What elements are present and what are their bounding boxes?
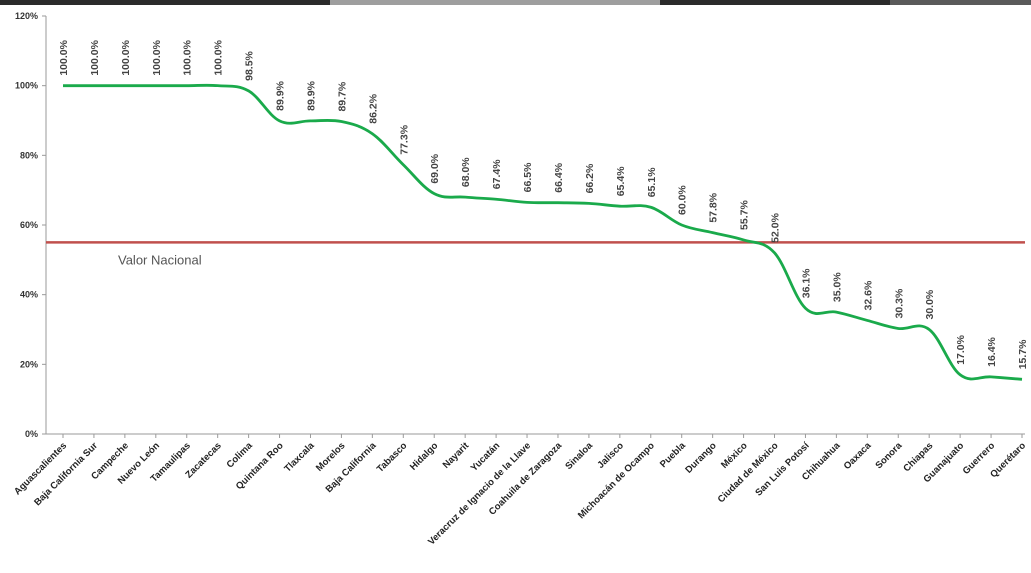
x-tick-label: Tabasco xyxy=(375,440,410,475)
data-label: 89.9% xyxy=(305,80,317,110)
data-label: 68.0% xyxy=(460,157,472,187)
data-label: 100.0% xyxy=(213,39,225,75)
reference-line-group: Valor Nacional xyxy=(46,241,1025,267)
data-label: 69.0% xyxy=(429,153,441,183)
data-point xyxy=(155,84,157,86)
top-border-seg-4 xyxy=(890,0,1031,5)
data-label: 100.0% xyxy=(182,39,194,75)
data-point xyxy=(928,328,930,330)
data-point xyxy=(371,133,373,135)
data-point xyxy=(1021,378,1023,380)
x-tick-label: San Luis Potosí xyxy=(753,440,811,498)
x-tick-label: Tlaxcala xyxy=(282,440,317,475)
data-point xyxy=(340,120,342,122)
y-axis: 0% 20% 40% 60% 80% 100% 120% xyxy=(15,11,47,439)
data-label: 55.7% xyxy=(739,200,751,230)
data-point xyxy=(650,206,652,208)
data-label: 100.0% xyxy=(58,39,70,75)
data-point xyxy=(804,307,806,309)
data-label: 100.0% xyxy=(151,39,163,75)
y-tick-label: 60% xyxy=(20,220,38,230)
data-label: 57.8% xyxy=(708,192,720,222)
data-label: 98.5% xyxy=(244,50,256,80)
data-point xyxy=(681,224,683,226)
data-point xyxy=(402,164,404,166)
data-label: 52.0% xyxy=(770,212,782,242)
data-label: 67.4% xyxy=(491,159,503,189)
data-label: 15.7% xyxy=(1017,339,1029,369)
data-label: 36.1% xyxy=(800,268,812,298)
data-point xyxy=(990,376,992,378)
series-line xyxy=(62,83,1023,381)
x-tick-label: Aguascalientes xyxy=(12,440,69,497)
data-point xyxy=(247,90,249,92)
data-labels-group: 100.0% 100.0% 100.0% 100.0% 100.0% 100.0% 98.5… xyxy=(58,39,1029,369)
data-point xyxy=(495,198,497,200)
data-label: 35.0% xyxy=(831,272,843,302)
x-tick-label: Oaxaca xyxy=(842,440,874,472)
data-label: 89.7% xyxy=(336,81,348,111)
data-label: 65.1% xyxy=(646,167,658,197)
data-point xyxy=(866,319,868,321)
data-label: 77.3% xyxy=(398,124,410,154)
x-tick-label: Nayarit xyxy=(441,440,472,471)
data-point xyxy=(588,202,590,204)
data-label: 17.0% xyxy=(955,334,967,364)
top-border-seg-1 xyxy=(0,0,330,5)
data-label: 66.4% xyxy=(553,162,565,192)
data-point xyxy=(773,252,775,254)
reference-line-label: Valor Nacional xyxy=(118,252,202,267)
x-tick-label: Sinaloa xyxy=(563,440,595,472)
data-point xyxy=(557,202,559,204)
data-label: 30.3% xyxy=(893,288,905,318)
data-point xyxy=(186,84,188,86)
data-point xyxy=(216,84,218,86)
top-border-bar xyxy=(0,0,1031,5)
data-point xyxy=(897,327,899,329)
data-point xyxy=(835,311,837,313)
x-tick-label: Durango xyxy=(683,440,719,476)
data-point xyxy=(93,84,95,86)
data-label: 65.4% xyxy=(615,166,627,196)
x-tick-label: Colima xyxy=(225,440,256,471)
y-tick-label: 80% xyxy=(20,150,38,160)
x-tick-label: Puebla xyxy=(658,440,688,470)
series-group xyxy=(62,83,1023,381)
y-tick-label: 0% xyxy=(25,429,38,439)
x-tick-label: México xyxy=(719,440,750,471)
data-point xyxy=(711,231,713,233)
x-tick-label: Hidalgo xyxy=(408,440,441,473)
data-label: 100.0% xyxy=(120,39,132,75)
data-point xyxy=(62,84,64,86)
data-point xyxy=(619,205,621,207)
data-point xyxy=(124,84,126,86)
data-label: 60.0% xyxy=(677,185,689,215)
y-tick-label: 120% xyxy=(15,11,38,21)
data-label: 66.2% xyxy=(584,163,596,193)
data-label: 30.0% xyxy=(924,289,936,319)
data-point xyxy=(278,120,280,122)
y-tick-label: 20% xyxy=(20,359,38,369)
data-label: 86.2% xyxy=(367,93,379,123)
data-label: 32.6% xyxy=(862,280,874,310)
data-point xyxy=(433,192,435,194)
data-point xyxy=(464,196,466,198)
data-point xyxy=(959,374,961,376)
top-border-seg-3 xyxy=(660,0,890,5)
data-label: 89.9% xyxy=(275,80,287,110)
data-label: 16.4% xyxy=(986,336,998,366)
y-tick-label: 100% xyxy=(15,81,38,91)
y-tick-label: 40% xyxy=(20,290,38,300)
data-point xyxy=(309,120,311,122)
data-label: 66.5% xyxy=(522,162,534,192)
x-tick-label: Jalisco xyxy=(595,440,626,471)
data-label: 100.0% xyxy=(89,39,101,75)
top-border-seg-2 xyxy=(330,0,660,5)
data-point xyxy=(742,239,744,241)
data-point xyxy=(526,201,528,203)
